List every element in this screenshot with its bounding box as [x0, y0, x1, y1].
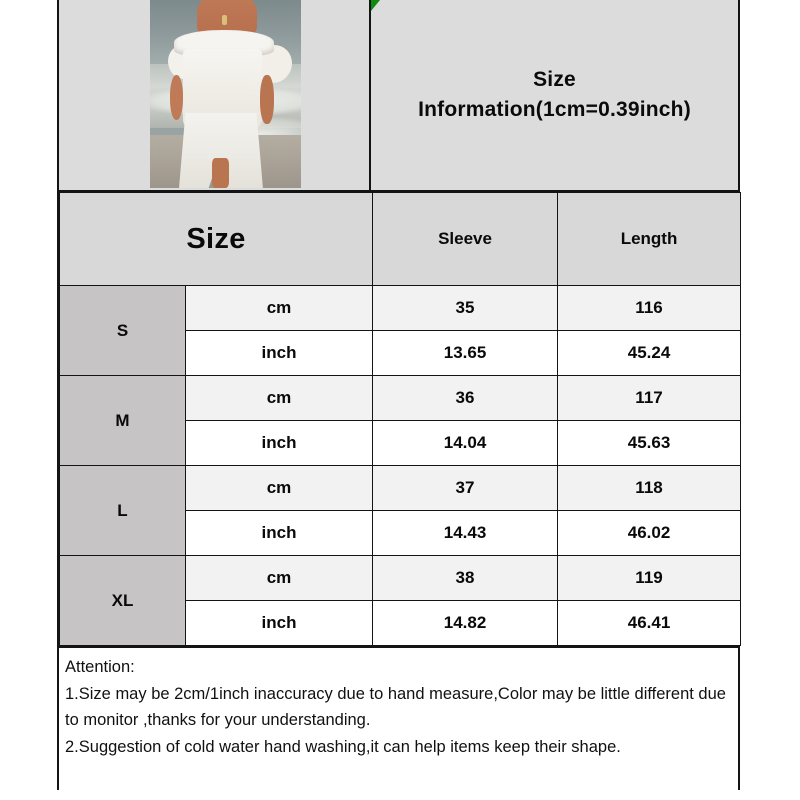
- table-row: S cm 35 116: [59, 285, 742, 376]
- size-label-xl: XL: [59, 555, 186, 646]
- unit-inch: inch: [184, 330, 374, 376]
- attention-note-2: 2.Suggestion of cold water hand washing,…: [65, 738, 621, 757]
- length-value: 119: [557, 555, 742, 601]
- table-header-row: Size Sleeve Length: [58, 192, 742, 286]
- size-table: Size Sleeve Length S cm 35 116 inch 13.6…: [58, 192, 742, 646]
- length-value: 116: [557, 285, 742, 331]
- unit-inch: inch: [184, 420, 374, 466]
- size-chart-frame: Size Information(1cm=0.39inch) Size Slee…: [57, 0, 742, 800]
- attention-heading: Attention:: [65, 658, 135, 676]
- product-photo-cell: [59, 0, 371, 190]
- table-row: L cm 37 118: [59, 465, 742, 556]
- length-value: 117: [557, 375, 742, 421]
- photo-model-arm-left: [169, 75, 184, 121]
- length-value: 45.63: [557, 420, 742, 466]
- table-row: M cm 36 117: [59, 375, 742, 466]
- table-row: inch 14.04 45.63: [60, 420, 742, 466]
- length-value: 45.24: [557, 330, 742, 376]
- product-photo: [150, 0, 301, 188]
- sleeve-value: 14.82: [372, 600, 559, 646]
- length-value: 46.02: [557, 510, 742, 556]
- size-label-l: L: [59, 465, 186, 556]
- unit-cm: cm: [184, 375, 374, 421]
- length-value: 118: [557, 465, 742, 511]
- unit-inch: inch: [184, 510, 374, 556]
- photo-necklace: [222, 15, 228, 26]
- sleeve-value: 37: [372, 465, 559, 511]
- page-title: Size Information(1cm=0.39inch): [418, 65, 691, 126]
- unit-inch: inch: [184, 600, 374, 646]
- table-row: inch 13.65 45.24: [60, 330, 742, 376]
- attention-block: Attention: 1.Size may be 2cm/1inch inacc…: [59, 646, 738, 800]
- length-value: 46.41: [557, 600, 742, 646]
- sleeve-value: 35: [372, 285, 559, 331]
- sleeve-value: 38: [372, 555, 559, 601]
- sleeve-value: 13.65: [372, 330, 559, 376]
- sleeve-value: 14.43: [372, 510, 559, 556]
- header-length: Length: [557, 192, 742, 286]
- table-row: inch 14.82 46.41: [60, 600, 742, 646]
- unit-cm: cm: [184, 555, 374, 601]
- table-row: inch 14.43 46.02: [60, 510, 742, 556]
- title-line-1: Size: [533, 67, 576, 91]
- sleeve-value: 14.04: [372, 420, 559, 466]
- photo-model-arm-right: [260, 75, 274, 125]
- banner: Size Information(1cm=0.39inch): [59, 0, 738, 192]
- sleeve-value: 36: [372, 375, 559, 421]
- unit-cm: cm: [184, 285, 374, 331]
- header-size: Size: [58, 192, 374, 286]
- photo-model-leg: [211, 157, 229, 188]
- title-cell: Size Information(1cm=0.39inch): [371, 0, 738, 190]
- green-corner-marker-icon: [371, 0, 380, 11]
- title-line-2: Information(1cm=0.39inch): [418, 98, 691, 121]
- header-sleeve: Sleeve: [372, 192, 559, 286]
- size-label-m: M: [59, 375, 186, 466]
- table-row: XL cm 38 119: [59, 555, 742, 646]
- size-label-s: S: [59, 285, 186, 376]
- unit-cm: cm: [184, 465, 374, 511]
- attention-note-1: 1.Size may be 2cm/1inch inaccuracy due t…: [65, 684, 726, 730]
